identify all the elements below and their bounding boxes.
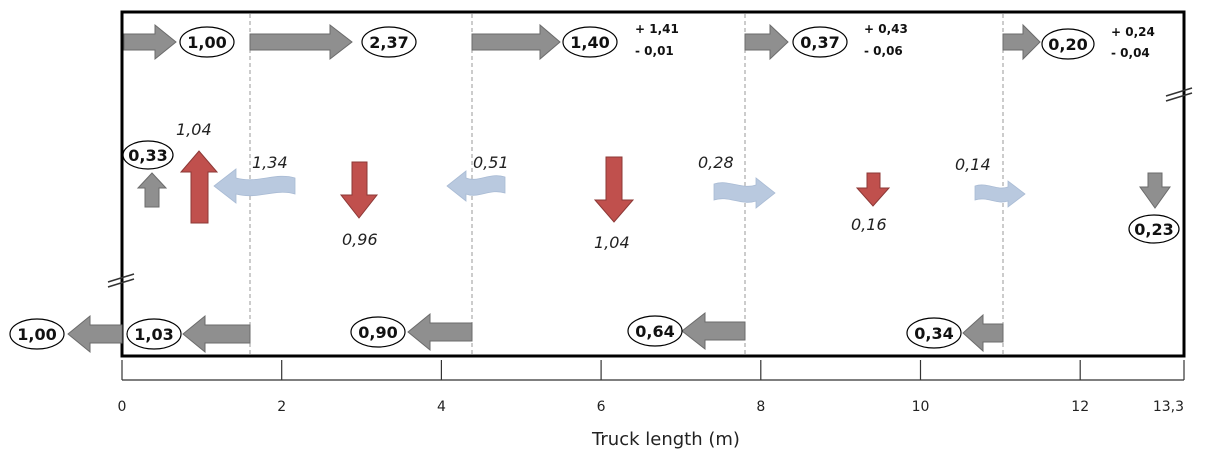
vertical-arrow-down-2 <box>339 161 379 219</box>
axis-ticks: 0 2 4 6 8 10 12 13,3 <box>118 360 1185 415</box>
axis-tick-label-1: 2 <box>277 399 286 415</box>
lateral-flow-arrows <box>213 168 1026 209</box>
lateral-arrow-2 <box>446 170 506 202</box>
lateral-arrow-4 <box>974 180 1026 208</box>
bottom-flow-ellipse-3 <box>627 315 683 347</box>
top-flow-value-1: 1,00 <box>187 33 226 52</box>
vertical-flow-value-4: 0,16 <box>851 215 887 234</box>
lateral-flow-value-2: 0,51 <box>473 153 509 172</box>
bottom-flow-ellipse-0 <box>9 318 65 350</box>
top-flow-arrows <box>123 23 1041 61</box>
top-flow-ellipse-2 <box>361 26 417 58</box>
top-arrow-1 <box>123 23 177 61</box>
bottom-flow-ellipse-2 <box>350 316 406 348</box>
top-flow-ellipse-4 <box>792 26 848 58</box>
break-mark-left <box>107 273 135 288</box>
bottom-arrow-2 <box>407 312 473 352</box>
axis-tick-label-2: 4 <box>437 399 446 415</box>
top-flow-labels: 1,00 2,37 1,40 + 1,41 - 0,01 0,37 + 0,43… <box>179 22 1155 60</box>
bottom-flow-ellipse-4 <box>906 317 962 349</box>
vertical-arrow-up-1 <box>179 150 219 224</box>
top-flow-minus-4: - 0,06 <box>864 44 903 58</box>
top-flow-ellipse-5 <box>1041 28 1095 60</box>
top-arrow-2 <box>249 23 353 61</box>
inlet-flow-value: 0,33 <box>128 146 167 165</box>
vertical-flow-value-2: 0,96 <box>342 230 378 249</box>
vertical-flow-arrows <box>179 150 891 224</box>
lateral-flow-value-4: 0,14 <box>955 155 991 174</box>
truck-frame <box>120 10 1186 358</box>
lateral-arrow-1 <box>213 168 296 204</box>
inlet-flow-ellipse <box>122 140 174 170</box>
top-flow-ellipse-3 <box>562 26 618 58</box>
lateral-flow-value-1: 1,34 <box>252 153 288 172</box>
top-flow-plus-4: + 0,43 <box>864 22 908 36</box>
vertical-flow-labels: 1,04 0,96 1,04 0,16 <box>176 120 887 252</box>
top-flow-value-5: 0,20 <box>1048 35 1087 54</box>
vertical-flow-value-3: 1,04 <box>594 233 630 252</box>
bottom-arrow-3 <box>681 311 746 351</box>
top-arrow-3 <box>471 23 561 61</box>
bottom-flow-value-1: 1,03 <box>134 325 173 344</box>
axis-title: Truck length (m) <box>591 429 740 450</box>
bottom-flow-value-0: 1,00 <box>17 325 56 344</box>
axis-tick-label-4: 8 <box>756 399 765 415</box>
top-flow-minus-3: - 0,01 <box>635 44 674 58</box>
break-mark-right <box>1165 87 1193 102</box>
length-axis: 0 2 4 6 8 10 12 13,3 Truck length (m) <box>118 360 1185 450</box>
bottom-flow-value-4: 0,34 <box>914 324 953 343</box>
outlet-flow-ellipse <box>1128 214 1180 244</box>
axis-tick-label-6: 12 <box>1071 399 1089 415</box>
bottom-flow-arrows <box>67 311 1004 354</box>
bottom-flow-ellipse-1 <box>126 318 182 350</box>
vertical-arrow-down-4 <box>855 172 891 207</box>
top-arrow-5 <box>1002 23 1041 61</box>
top-flow-plus-5: + 0,24 <box>1111 25 1155 39</box>
axis-tick-label-0: 0 <box>118 399 127 415</box>
top-flow-ellipse-1 <box>179 26 235 58</box>
top-flow-value-2: 2,37 <box>369 33 408 52</box>
bottom-flow-value-3: 0,64 <box>635 322 674 341</box>
bottom-arrow-4 <box>962 313 1004 353</box>
vertical-arrow-down-3 <box>593 156 635 223</box>
bottom-flow-labels: 1,00 1,03 0,90 0,64 0,34 <box>9 315 962 350</box>
lateral-flow-value-3: 0,28 <box>698 153 734 172</box>
lateral-flow-labels: 1,34 0,51 0,28 0,14 <box>252 153 991 174</box>
vertical-flow-value-1: 1,04 <box>176 120 212 139</box>
axis-tick-label-7: 13,3 <box>1153 399 1184 415</box>
bottom-flow-value-2: 0,90 <box>358 323 397 342</box>
top-flow-plus-3: + 1,41 <box>635 22 679 36</box>
bottom-arrow-1 <box>182 314 251 354</box>
lateral-arrow-3 <box>713 177 776 209</box>
bottom-arrow-0 <box>67 314 123 354</box>
axis-tick-label-3: 6 <box>597 399 606 415</box>
outlet-flow-value: 0,23 <box>1134 220 1173 239</box>
axis-tick-label-5: 10 <box>912 399 930 415</box>
outlet-arrow <box>1139 172 1171 209</box>
top-flow-value-3: 1,40 <box>570 33 609 52</box>
top-flow-minus-5: - 0,04 <box>1111 46 1150 60</box>
top-flow-value-4: 0,37 <box>800 33 839 52</box>
inlet-arrow <box>136 172 168 208</box>
top-arrow-4 <box>744 23 789 61</box>
